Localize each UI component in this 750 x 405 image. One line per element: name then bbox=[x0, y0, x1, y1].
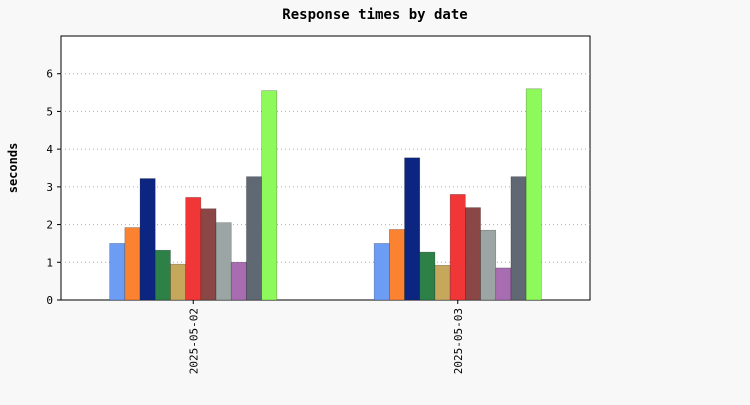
y-tick-label: 4 bbox=[46, 143, 53, 156]
x-tick-label: 2025-05-02 bbox=[187, 308, 200, 374]
axes: 0 1 2 3 4 5 6 2025-05-02 2025-05-03 bbox=[46, 68, 464, 375]
bar bbox=[139, 178, 156, 301]
bar bbox=[215, 222, 232, 301]
y-tick-label: 2 bbox=[46, 219, 53, 232]
y-tick-label: 1 bbox=[46, 256, 53, 269]
bar bbox=[170, 263, 186, 301]
bar bbox=[510, 176, 527, 301]
bar bbox=[261, 90, 278, 301]
x-tick-label: 2025-05-03 bbox=[452, 308, 465, 374]
bar bbox=[495, 267, 512, 301]
bar bbox=[480, 229, 497, 301]
chart-title: Response times by date bbox=[282, 7, 467, 23]
bar bbox=[404, 157, 421, 301]
bar bbox=[419, 251, 436, 301]
bar bbox=[230, 261, 247, 301]
y-tick-label: 3 bbox=[46, 181, 53, 194]
y-axis-label: seconds bbox=[6, 143, 20, 194]
y-tick-label: 5 bbox=[46, 105, 53, 118]
bar bbox=[465, 207, 481, 301]
bar bbox=[109, 243, 126, 301]
bar bbox=[449, 194, 466, 301]
bar bbox=[246, 176, 262, 301]
bar bbox=[525, 88, 542, 301]
bar bbox=[389, 229, 405, 301]
bar bbox=[373, 243, 390, 301]
bar bbox=[185, 197, 202, 301]
y-tick-label: 0 bbox=[46, 294, 53, 307]
bar bbox=[434, 265, 451, 301]
bar bbox=[154, 249, 171, 301]
bar bbox=[124, 227, 141, 301]
bar bbox=[200, 208, 217, 301]
bars bbox=[109, 88, 542, 301]
y-tick-label: 6 bbox=[46, 68, 53, 81]
